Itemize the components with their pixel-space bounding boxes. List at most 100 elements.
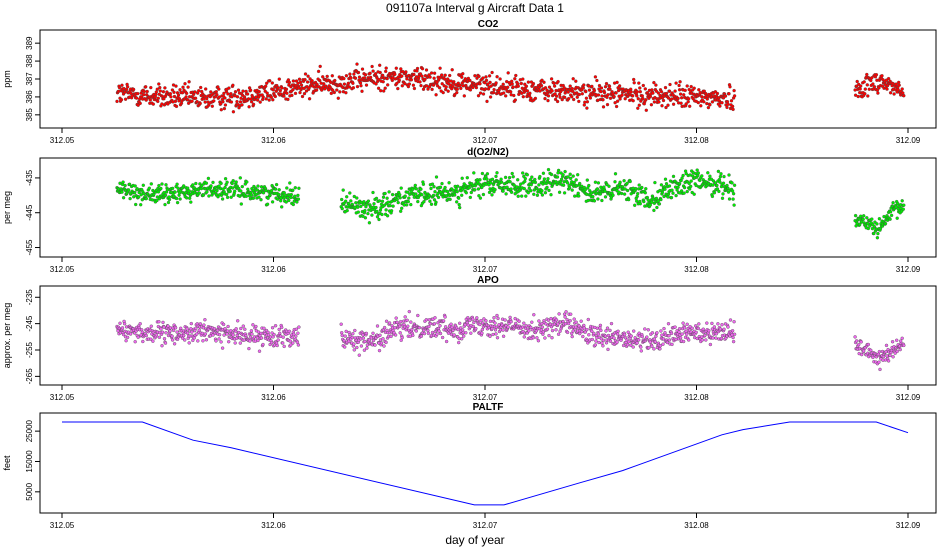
data-point: [485, 172, 490, 176]
y-axis-label: approx. per meg: [2, 303, 12, 369]
x-tick-label: 312.07: [473, 521, 498, 530]
data-point: [623, 97, 627, 101]
data-point: [710, 194, 715, 199]
data-point: [872, 85, 877, 89]
plot-frame: [39, 412, 937, 514]
data-point: [650, 331, 655, 335]
data-point: [529, 96, 533, 100]
data-point: [214, 339, 218, 343]
data-point: [522, 321, 526, 325]
data-point: [584, 96, 589, 100]
data-point: [732, 332, 737, 336]
data-point: [149, 85, 153, 90]
x-tick-label: 312.05: [50, 521, 75, 530]
data-point: [689, 184, 693, 189]
data-point: [443, 325, 448, 329]
data-point: [532, 313, 536, 317]
data-point: [685, 332, 689, 336]
data-point: [650, 344, 654, 348]
data-point: [667, 338, 672, 342]
data-point: [528, 91, 532, 95]
data-point: [269, 95, 273, 99]
data-point: [863, 92, 867, 96]
data-point: [185, 327, 189, 331]
y-tick-label: -235: [25, 289, 34, 306]
data-point: [472, 320, 476, 325]
data-point: [902, 94, 906, 98]
data-point: [271, 88, 275, 92]
data-point: [600, 94, 604, 98]
data-point: [215, 328, 220, 333]
data-point: [161, 90, 166, 94]
data-point: [191, 338, 195, 343]
data-point: [529, 189, 533, 193]
data-point: [428, 322, 433, 326]
data-point: [623, 187, 627, 191]
data-point: [513, 98, 517, 102]
data-point: [211, 180, 215, 185]
data-point: [715, 183, 719, 188]
data-point: [732, 88, 736, 93]
data-point: [437, 329, 441, 333]
data-point: [716, 322, 720, 326]
data-point: [658, 344, 663, 348]
data-point: [226, 324, 230, 329]
data-point: [160, 344, 164, 348]
data-point: [572, 97, 576, 102]
data-point: [595, 187, 600, 191]
data-point: [432, 76, 436, 80]
data-point: [370, 213, 374, 217]
data-point: [629, 90, 633, 94]
data-point: [400, 74, 404, 78]
x-axis-label: day of year: [445, 533, 504, 547]
data-point: [393, 333, 398, 337]
data-point: [381, 73, 385, 78]
data-point: [487, 74, 492, 78]
data-point: [626, 330, 630, 334]
data-point: [646, 328, 650, 332]
data-point: [220, 346, 225, 350]
data-point: [451, 84, 455, 89]
data-point: [262, 326, 266, 330]
data-point: [378, 70, 382, 75]
data-point: [866, 226, 870, 231]
data-point: [248, 339, 252, 343]
data-point: [527, 186, 531, 190]
data-point: [554, 328, 558, 332]
data-point: [215, 188, 219, 193]
data-point: [477, 194, 481, 198]
data-point: [459, 86, 463, 91]
data-point: [866, 94, 870, 98]
data-point: [414, 192, 418, 196]
x-tick-label: 312.05: [50, 136, 75, 145]
data-point: [728, 85, 732, 89]
data-point: [297, 186, 301, 190]
data-point: [285, 186, 289, 190]
data-point: [384, 208, 388, 212]
data-point: [197, 328, 201, 332]
data-point: [615, 80, 619, 85]
data-point: [636, 191, 640, 196]
data-point: [417, 325, 422, 330]
data-point: [344, 329, 348, 334]
data-point: [571, 89, 575, 94]
data-point: [198, 322, 203, 326]
data-point: [168, 329, 172, 333]
data-point: [702, 100, 706, 104]
data-point: [895, 338, 899, 342]
data-point: [274, 182, 279, 187]
data-point: [694, 330, 698, 335]
data-point: [411, 333, 415, 338]
data-point: [238, 176, 242, 180]
data-point: [287, 198, 291, 203]
data-point: [431, 193, 436, 198]
data-point: [659, 329, 663, 333]
data-point: [117, 85, 122, 90]
data-point: [370, 64, 374, 69]
data-point: [248, 88, 253, 92]
data-point: [468, 78, 472, 83]
data-point: [502, 91, 506, 95]
data-point: [484, 78, 489, 83]
data-point: [249, 100, 254, 104]
data-point: [632, 77, 636, 82]
